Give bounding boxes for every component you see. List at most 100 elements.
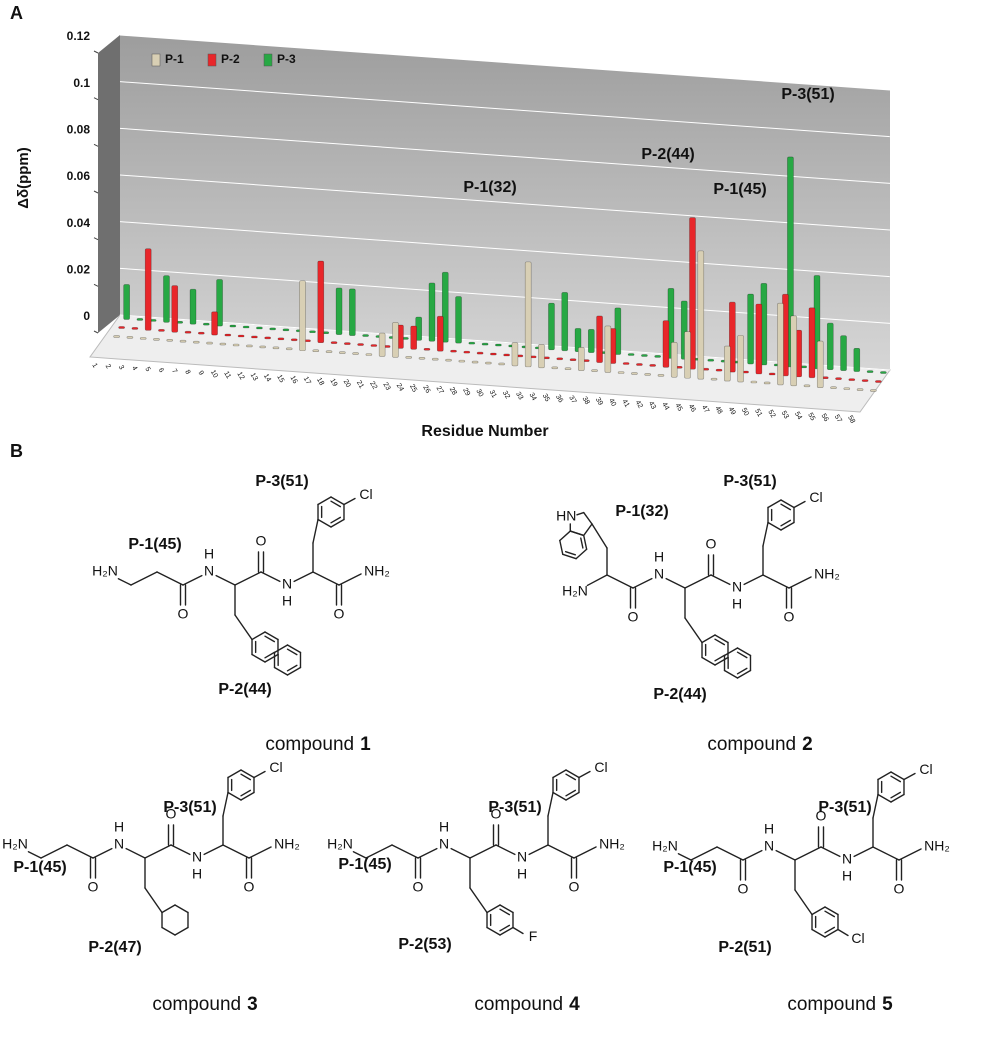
bond [174,904,189,914]
bond [890,793,905,803]
x-tick-label: 58 [846,415,856,425]
bond [469,887,488,914]
grid-line [119,127,891,184]
x-tick-label: 20 [342,379,352,389]
bond [780,521,795,531]
bar [441,271,449,343]
bar [808,307,816,379]
bond [898,848,922,861]
x-tick-label: 4 [130,365,138,372]
tick-mark [93,50,99,54]
bar [556,357,564,361]
y-tick-label: 0.12 [67,29,91,43]
bar [251,335,258,339]
x-tick-label: 17 [302,376,312,386]
atom-label: N [842,851,852,867]
bond [794,889,813,916]
x-tick-label: 32 [501,390,511,400]
y-tick-label: 0.08 [67,123,91,137]
bond [499,908,511,916]
atom-label: Cl [809,489,822,505]
bar [144,248,152,331]
bond [903,772,916,781]
bar [777,302,784,386]
bond [317,496,332,506]
bar [631,372,638,375]
compound-word: compound [787,994,876,1015]
bond [872,846,900,861]
bond [450,847,471,859]
bar [715,368,723,372]
x-tick-label: 43 [647,400,657,410]
x-tick-label: 8 [183,369,191,376]
atom-label: H₂N [2,836,28,852]
panel-label: B [10,441,23,461]
x-tick-label: 52 [766,409,776,419]
x-tick-label: 6 [157,367,165,374]
bond [811,928,826,938]
bond [222,791,229,817]
bond [330,500,342,508]
bond [580,537,584,549]
bond [824,928,839,938]
bar [349,288,356,336]
bar [755,303,763,375]
bar [587,329,595,353]
structure-annotation: P-1(32) [615,503,668,520]
bar [423,347,431,351]
x-tick-label: 3 [117,364,125,371]
bond [330,518,345,528]
bar [561,292,569,352]
bond [606,574,634,589]
bar [189,288,197,325]
bar [153,338,160,341]
x-tick-label: 14 [262,373,272,383]
x-tick-label: 57 [833,414,843,424]
bond [591,523,608,549]
bar [564,367,572,371]
atom-label: H [732,596,742,612]
bond [877,793,892,803]
bond [767,521,782,531]
grid-line [119,34,891,91]
grid-line [119,221,891,278]
bar [548,302,555,351]
x-tick-label: 13 [249,372,259,382]
x-tick-label: 54 [793,411,803,421]
bond [170,844,191,856]
bond [365,844,393,859]
x-axis-label: Residue Number [421,423,548,440]
atom-label: NH₂ [274,836,300,852]
bond [853,846,874,858]
atom-label: NH₂ [924,838,950,854]
atom-label: F [529,928,538,944]
bar [211,311,218,336]
bond [780,503,792,511]
bar [184,330,192,334]
bond [330,516,342,524]
legend-swatch [263,53,273,67]
structure-annotation: P-1(45) [128,536,181,553]
bond [240,789,252,797]
bar [495,343,502,347]
x-tick-label: 36 [554,394,564,404]
atom-label: H [764,821,774,837]
bond [234,571,262,586]
bond [824,926,836,934]
x-tick-label: 22 [368,380,378,390]
x-tick-label: 21 [355,379,365,389]
bar [131,327,139,330]
bar [378,332,386,357]
bond [273,644,289,654]
bar [166,338,174,342]
bond [251,653,266,663]
bar [787,156,794,368]
bond [837,928,849,937]
bar [880,371,887,374]
x-tick-label: 47 [700,404,710,414]
bond [264,635,276,643]
bond [144,844,172,859]
bar [344,342,351,345]
bar [654,355,661,358]
